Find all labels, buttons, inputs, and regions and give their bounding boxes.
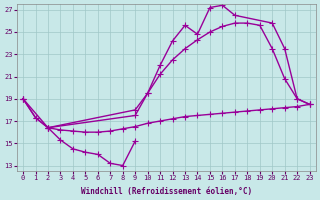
X-axis label: Windchill (Refroidissement éolien,°C): Windchill (Refroidissement éolien,°C) [81, 187, 252, 196]
